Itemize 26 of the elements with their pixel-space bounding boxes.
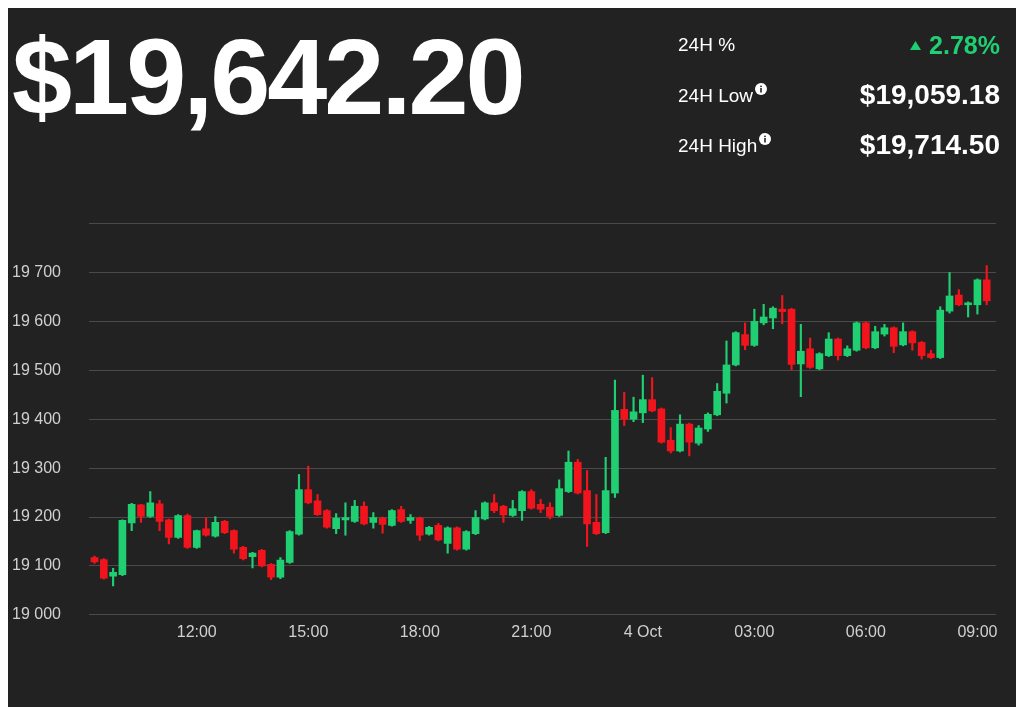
candlestick bbox=[248, 551, 257, 569]
x-tick-label: 18:00 bbox=[399, 622, 440, 640]
y-tick-label: 19 100 bbox=[12, 556, 62, 574]
y-tick-label: 19 500 bbox=[12, 360, 62, 378]
y-tick-label: 19 000 bbox=[12, 605, 62, 623]
y-tick-label: 19 300 bbox=[12, 458, 62, 476]
text: $19,714.50 bbox=[859, 129, 1000, 161]
y-tick-label: 19 200 bbox=[12, 507, 62, 525]
x-tick-label: 4 Oct bbox=[623, 622, 663, 640]
chart-title: $19,642.20 bbox=[12, 15, 523, 139]
text: 2.78% bbox=[929, 30, 1000, 60]
y-tick-label: 19 700 bbox=[12, 262, 62, 280]
text: 24H Low bbox=[678, 85, 753, 107]
y-tick-label: 19 600 bbox=[12, 311, 62, 329]
text: $19,059.18 bbox=[859, 79, 1000, 111]
x-tick-label: 03:00 bbox=[734, 622, 775, 640]
x-tick-label: 12:00 bbox=[176, 622, 217, 640]
x-tick-label: 09:00 bbox=[957, 622, 998, 640]
x-tick-label: 06:00 bbox=[845, 622, 887, 640]
text: 24H High bbox=[678, 135, 758, 157]
text: 24H % bbox=[678, 34, 736, 55]
candlestick bbox=[406, 514, 415, 524]
x-tick-label: 21:00 bbox=[511, 622, 552, 640]
x-tick-label: 15:00 bbox=[288, 622, 329, 640]
candlestick bbox=[629, 396, 638, 422]
y-tick-label: 19 400 bbox=[12, 409, 62, 427]
